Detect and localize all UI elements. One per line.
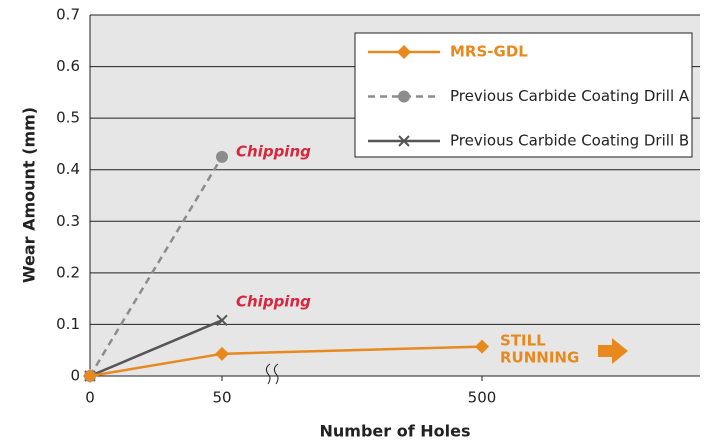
annotation: Chipping <box>236 293 311 311</box>
marker <box>475 339 489 354</box>
marker <box>398 135 410 147</box>
marker <box>398 90 410 103</box>
y-tick-label: 0.6 <box>56 57 80 75</box>
y-tick-label: 0 <box>70 367 80 385</box>
annotation: RUNNING <box>500 349 579 367</box>
y-tick-label: 0.1 <box>56 315 80 333</box>
y-tick-label: 0.3 <box>56 212 80 230</box>
marker <box>83 369 97 383</box>
axis-break <box>265 363 279 385</box>
x-tick-label: 50 <box>212 389 231 407</box>
marker <box>216 314 228 327</box>
legend-label: Previous Carbide Coating Drill B <box>450 132 689 150</box>
y-tick-label: 0.4 <box>56 160 80 178</box>
marker <box>397 45 411 59</box>
marker <box>215 346 229 361</box>
arrow <box>598 338 628 364</box>
legend <box>354 32 693 158</box>
y-tick-label: 0.5 <box>56 109 80 127</box>
y-tick-label: 0.2 <box>56 263 80 281</box>
annotation: Chipping <box>236 143 311 161</box>
series-line <box>88 156 224 377</box>
legend-items: MRS-GDL Previous Carbide Coating Drill A P… <box>368 43 690 150</box>
annotation: STILL <box>500 332 546 350</box>
x-axis-title: Number of Holes <box>320 422 471 441</box>
legend-label: Previous Carbide Coating Drill A <box>450 87 690 105</box>
y-axis-title: Wear Amount (mm) <box>20 107 39 283</box>
marker <box>216 150 228 163</box>
y-tick-label: 0.7 <box>56 6 80 24</box>
x-tick-label: 500 <box>468 389 497 407</box>
legend-label: MRS-GDL <box>450 43 528 61</box>
x-tick-label: 0 <box>85 389 95 407</box>
plot <box>83 14 700 383</box>
series-line <box>89 319 223 378</box>
